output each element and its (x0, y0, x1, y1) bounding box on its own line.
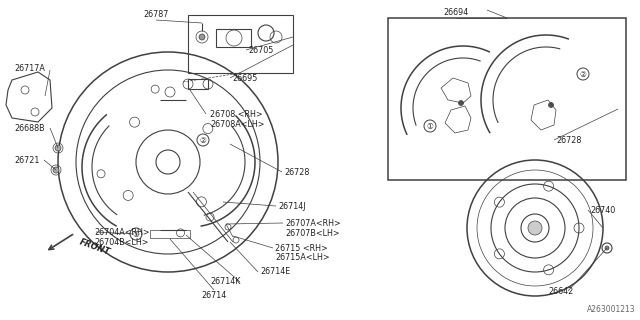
Circle shape (458, 100, 463, 106)
Text: 26714E: 26714E (260, 268, 291, 276)
Circle shape (53, 167, 59, 173)
Text: 26728: 26728 (284, 167, 309, 177)
Text: 26707A<RH>: 26707A<RH> (285, 219, 340, 228)
Text: ②: ② (580, 69, 586, 78)
Bar (216, 29, 251, 47)
Text: ①: ① (427, 122, 433, 131)
Text: 26694: 26694 (444, 7, 468, 17)
Text: 26714: 26714 (202, 292, 227, 300)
Text: 26740: 26740 (590, 205, 615, 214)
Bar (388, 18, 626, 180)
Text: A263001213: A263001213 (588, 305, 636, 314)
Text: 26714J: 26714J (278, 202, 305, 211)
Circle shape (605, 246, 609, 250)
Text: 26714K: 26714K (210, 277, 241, 286)
Text: 26642: 26642 (548, 286, 573, 295)
Text: 26695: 26695 (232, 74, 257, 83)
Bar (188, 79, 208, 89)
Text: 26728: 26728 (556, 135, 581, 145)
Text: 26708 <RH>: 26708 <RH> (210, 109, 262, 118)
Text: 26715 <RH>: 26715 <RH> (275, 244, 328, 252)
Text: 26787: 26787 (143, 10, 169, 19)
Bar (188, 15, 293, 73)
Circle shape (199, 34, 205, 40)
Circle shape (548, 102, 554, 108)
Circle shape (528, 221, 542, 235)
Text: 26708A<LH>: 26708A<LH> (210, 119, 264, 129)
Bar (150, 230, 190, 238)
Text: 26704B<LH>: 26704B<LH> (94, 237, 148, 246)
Text: 26705: 26705 (248, 45, 273, 54)
Text: ①: ① (132, 229, 140, 238)
Text: FRONT: FRONT (78, 237, 111, 256)
Text: 26688B: 26688B (14, 124, 45, 132)
Text: ②: ② (200, 135, 207, 145)
Text: 26715A<LH>: 26715A<LH> (275, 253, 330, 262)
Text: 26704A<RH>: 26704A<RH> (94, 228, 150, 236)
Text: 26721: 26721 (14, 156, 40, 164)
Circle shape (55, 145, 61, 151)
Text: 26707B<LH>: 26707B<LH> (285, 228, 340, 237)
Text: 26717A: 26717A (14, 63, 45, 73)
